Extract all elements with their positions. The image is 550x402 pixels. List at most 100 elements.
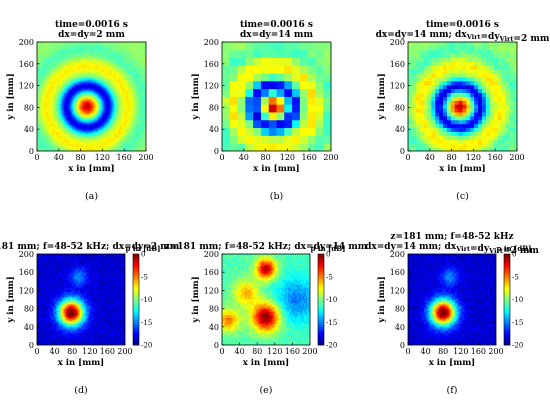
heatmap-cell: [82, 76, 85, 79]
heatmap-cell: [78, 119, 80, 121]
heatmap-cell: [70, 94, 73, 96]
heatmap-cell: [68, 131, 71, 133]
heatmap-cell: [76, 124, 78, 127]
heatmap-cell: [83, 109, 86, 112]
heatmap-cell: [88, 132, 90, 134]
heatmap-cell: [57, 131, 60, 133]
heatmap-cell: [89, 85, 91, 88]
heatmap-cell: [37, 51, 39, 54]
heatmap-cell: [53, 105, 55, 107]
heatmap-cell: [50, 72, 52, 75]
heatmap-cell: [60, 120, 63, 122]
heatmap-cell: [41, 42, 43, 44]
heatmap-cell: [41, 130, 43, 132]
heatmap-cell: [41, 79, 43, 81]
heatmap-cell: [56, 144, 59, 146]
heatmap-cell: [78, 145, 80, 148]
heatmap-cell: [79, 105, 81, 107]
heatmap-cell: [79, 60, 81, 63]
heatmap-cell: [86, 44, 88, 46]
heatmap-cell: [78, 85, 80, 88]
heatmap-cell: [87, 140, 89, 142]
heatmap-cell: [42, 104, 44, 106]
heatmap-cell: [69, 59, 72, 61]
heatmap-cell: [64, 124, 66, 127]
heatmap-cell: [70, 44, 73, 46]
heatmap-cell: [56, 65, 59, 68]
heatmap-cell: [54, 71, 56, 73]
heatmap-cell: [88, 65, 90, 68]
heatmap-cell: [62, 134, 64, 137]
heatmap-cell: [63, 58, 65, 60]
heatmap-cell: [79, 107, 81, 109]
heatmap-cell: [86, 123, 88, 126]
heatmap-cell: [67, 85, 70, 88]
heatmap-cell: [58, 72, 61, 75]
heatmap-cell: [46, 103, 49, 105]
heatmap-cell: [39, 83, 41, 85]
heatmap-cell: [90, 101, 92, 104]
heatmap-cell: [86, 57, 88, 59]
heatmap-cell: [90, 89, 92, 92]
heatmap-cell: [67, 76, 70, 79]
heatmap-cell: [80, 134, 83, 137]
heatmap-cell: [87, 137, 89, 140]
heatmap-cell: [43, 118, 46, 120]
heatmap-cell: [78, 88, 80, 91]
heatmap-cell: [70, 112, 73, 115]
heatmap-cell: [60, 43, 63, 45]
heatmap-cell: [72, 59, 75, 61]
heatmap-cell: [46, 116, 49, 118]
heatmap-cell: [52, 76, 54, 79]
heatmap-cell: [83, 97, 86, 100]
heatmap-cell: [54, 69, 56, 71]
heatmap-cell: [79, 120, 81, 122]
heatmap-cell: [40, 98, 42, 101]
heatmap-cell: [38, 91, 40, 93]
heatmap-cell: [58, 147, 61, 150]
heatmap-cell: [55, 134, 58, 137]
heatmap-cell: [57, 65, 60, 68]
heatmap-cell: [81, 106, 84, 108]
heatmap-cell: [86, 70, 88, 72]
heatmap-cell: [84, 98, 87, 101]
heatmap-cell: [76, 116, 78, 118]
heatmap-cell: [53, 92, 55, 94]
heatmap-cell: [40, 142, 42, 144]
heatmap-cell: [62, 48, 64, 51]
heatmap-cell: [47, 101, 50, 104]
heatmap-cell: [80, 125, 83, 128]
heatmap-cell: [66, 128, 68, 130]
heatmap-cell: [42, 95, 44, 97]
heatmap-cell: [79, 91, 81, 93]
heatmap-cell: [50, 77, 52, 80]
heatmap-cell: [74, 101, 76, 104]
heatmap-cell: [63, 89, 65, 92]
heatmap-cell: [51, 131, 53, 133]
heatmap-cell: [51, 127, 53, 129]
heatmap-cell: [72, 149, 75, 151]
heatmap-cell: [80, 83, 83, 85]
heatmap-cell: [78, 56, 80, 58]
heatmap-cell: [39, 99, 41, 102]
heatmap-cell: [75, 133, 77, 136]
heatmap-cell: [55, 70, 58, 72]
heatmap-cell: [70, 136, 73, 139]
heatmap-cell: [51, 59, 53, 61]
heatmap-cell: [88, 107, 90, 109]
heatmap-cell: [72, 73, 75, 76]
heatmap-cell: [80, 75, 83, 78]
heatmap-cell: [59, 43, 62, 45]
heatmap-cell: [62, 62, 64, 65]
heatmap-cell: [65, 99, 67, 102]
heatmap-cell: [60, 139, 63, 141]
heatmap-cell: [59, 130, 62, 132]
heatmap-cell: [38, 49, 40, 52]
heatmap-cell: [47, 144, 50, 146]
heatmap-cell: [51, 96, 53, 98]
heatmap-cell: [56, 149, 59, 151]
heatmap-cell: [43, 99, 46, 102]
heatmap-cell: [47, 146, 50, 149]
heatmap-cell: [66, 115, 68, 117]
heatmap-cell: [68, 121, 71, 124]
